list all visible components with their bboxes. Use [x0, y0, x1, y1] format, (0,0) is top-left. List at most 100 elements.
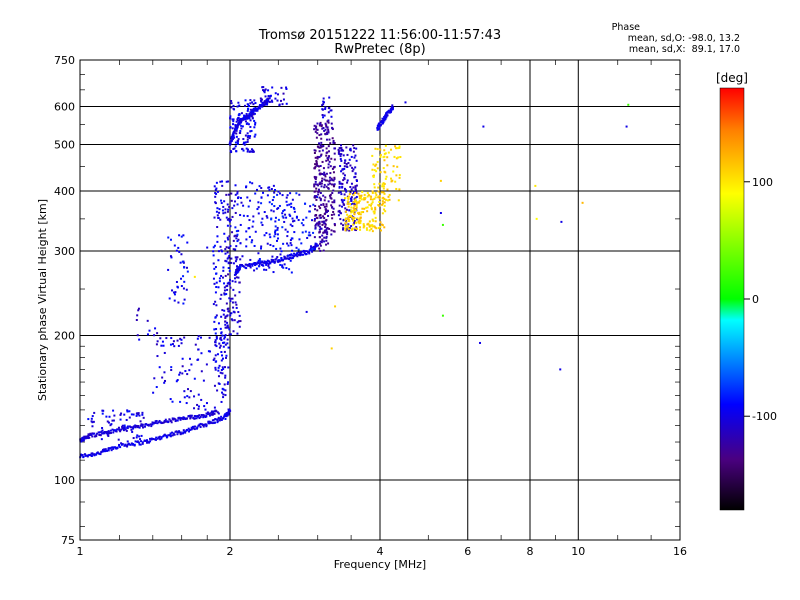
echo-point [220, 359, 223, 362]
echo-point [353, 207, 356, 210]
echo-point [319, 154, 322, 157]
echo-point [156, 355, 159, 358]
echo-point [117, 438, 120, 441]
echo-point [381, 197, 384, 200]
echo-point [221, 180, 224, 183]
y-tick-label: 300 [54, 245, 75, 258]
echo-point [268, 266, 271, 269]
echo-point [347, 162, 350, 165]
echo-point [227, 193, 230, 196]
echo-point [199, 336, 202, 339]
echo-point [152, 437, 155, 440]
echo-point [384, 114, 387, 117]
echo-point [355, 159, 358, 162]
echo-point [121, 427, 124, 430]
echo-point [289, 223, 292, 226]
echo-point [223, 200, 226, 203]
echo-point [366, 192, 369, 195]
echo-point [179, 261, 182, 264]
echo-point [346, 153, 349, 156]
echo-point [262, 264, 265, 267]
echo-point [381, 117, 384, 120]
echo-point [245, 267, 248, 270]
echo-point [123, 424, 126, 427]
echo-point [368, 224, 371, 227]
echo-point [321, 149, 324, 152]
echo-point [235, 127, 238, 130]
echo-point [355, 206, 358, 209]
echo-point [221, 341, 224, 344]
echo-point [308, 252, 311, 255]
echo-point [373, 225, 376, 228]
echo-point [324, 225, 327, 228]
echo-point [398, 188, 401, 191]
echo-point [184, 431, 187, 434]
echo-point [101, 412, 104, 415]
echo-point [318, 156, 321, 159]
echo-point [244, 118, 247, 121]
echo-point [243, 114, 246, 117]
echo-point [267, 89, 270, 92]
echo-point [245, 238, 248, 241]
echo-point [354, 191, 357, 194]
echo-point [258, 265, 261, 268]
echo-point [168, 297, 171, 300]
echo-point [360, 198, 363, 201]
echo-point [239, 258, 242, 261]
echo-point [320, 137, 323, 140]
echo-point [215, 210, 218, 213]
echo-point [320, 203, 323, 206]
echo-point [105, 415, 108, 418]
echo-point [249, 108, 252, 111]
echo-point [213, 357, 216, 360]
echo-point [383, 155, 386, 158]
echo-point [236, 126, 239, 129]
echo-point [108, 432, 111, 435]
echo-point [257, 212, 260, 215]
echo-point [225, 302, 228, 305]
echo-point [325, 239, 328, 242]
echo-point [291, 249, 294, 252]
echo-point [285, 267, 288, 270]
echo-point [373, 183, 376, 186]
echo-point [220, 293, 223, 296]
echo-point [274, 233, 277, 236]
echo-point [318, 220, 321, 223]
echo-point [383, 149, 386, 152]
echo-point [359, 216, 362, 219]
echo-point [319, 121, 322, 124]
echo-point [373, 186, 376, 189]
echo-point [333, 183, 336, 186]
echo-point [133, 443, 136, 446]
echo-point [242, 118, 245, 121]
echo-point [383, 226, 386, 229]
echo-point [325, 172, 328, 175]
echo-point [330, 347, 333, 350]
y-tick-label: 200 [54, 330, 75, 343]
echo-point [146, 333, 149, 336]
echo-point [234, 200, 237, 203]
echo-point [234, 128, 237, 131]
echo-point [226, 412, 229, 415]
echo-point [234, 248, 237, 251]
echo-point [287, 244, 290, 247]
echo-point [324, 196, 327, 199]
echo-point [316, 155, 319, 158]
echo-point [349, 197, 352, 200]
echo-point [178, 373, 181, 376]
echo-point [321, 177, 324, 180]
echo-point [314, 190, 317, 193]
echo-point [289, 192, 292, 195]
echo-point [240, 127, 243, 130]
echo-point [213, 267, 216, 270]
echo-point [342, 179, 345, 182]
echo-point [180, 253, 183, 256]
echo-point [229, 140, 232, 143]
echo-point [270, 99, 273, 102]
echo-point [324, 122, 327, 125]
echo-point [338, 209, 341, 212]
echo-point [247, 123, 250, 126]
echo-point [231, 280, 234, 283]
echo-point [384, 118, 387, 121]
echo-point [384, 210, 387, 213]
